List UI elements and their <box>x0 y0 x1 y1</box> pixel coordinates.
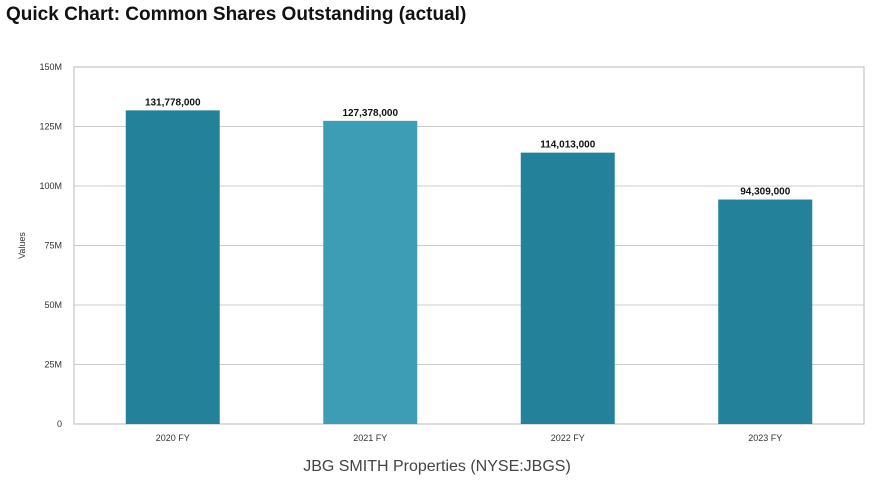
y-tick-label: 75M <box>44 241 62 251</box>
bar <box>718 199 813 424</box>
x-tick-label: 2023 FY <box>748 433 782 443</box>
y-tick-label: 150M <box>39 62 62 72</box>
bar <box>520 152 615 425</box>
data-label: 127,378,000 <box>342 108 398 119</box>
chart-subtitle: JBG SMITH Properties (NYSE:JBGS) <box>303 458 571 475</box>
y-tick-label: 25M <box>44 360 62 370</box>
chart-title: Quick Chart: Common Shares Outstanding (… <box>6 4 467 25</box>
y-tick-label: 100M <box>39 181 62 191</box>
y-tick-label: 50M <box>44 300 62 310</box>
x-tick-label: 2020 FY <box>156 433 190 443</box>
bar <box>323 120 418 424</box>
x-tick-label: 2021 FY <box>353 433 387 443</box>
data-label: 114,013,000 <box>540 140 595 151</box>
y-tick-label: 125M <box>39 122 62 132</box>
data-label: 94,309,000 <box>740 187 790 198</box>
data-label: 131,778,000 <box>145 97 201 108</box>
bar <box>125 110 220 425</box>
y-axis-label: Values <box>17 232 27 259</box>
x-tick-label: 2022 FY <box>551 433 585 443</box>
y-tick-label: 0 <box>57 419 62 429</box>
